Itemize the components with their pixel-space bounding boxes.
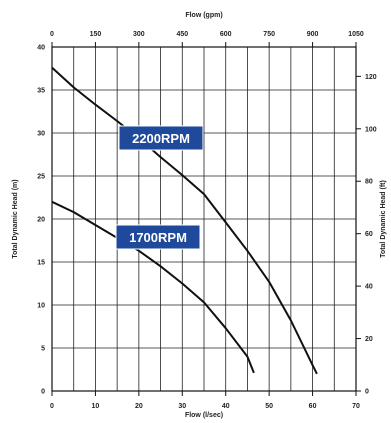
series-line-2200rpm bbox=[51, 66, 318, 375]
x-tick-label: 30 bbox=[178, 403, 186, 410]
y-tick-label: 0 bbox=[41, 389, 45, 396]
y-tick-label: 40 bbox=[37, 45, 45, 52]
x-tick-label: 10 bbox=[92, 403, 100, 410]
x-tick-label: 20 bbox=[135, 403, 143, 410]
curve-labels: 2200RPM 1700RPM bbox=[115, 125, 204, 250]
y-tick-label: 30 bbox=[37, 131, 45, 138]
x2-tick-label: 900 bbox=[307, 31, 319, 38]
y2-tick-label: 0 bbox=[365, 389, 369, 396]
x2-tick-label: 150 bbox=[90, 31, 102, 38]
x2-tick-label: 1050 bbox=[348, 31, 364, 38]
y-axis-title: Total Dynamic Head (m) bbox=[12, 179, 19, 258]
series-layer bbox=[51, 66, 318, 375]
y2-tick-label: 20 bbox=[365, 336, 373, 343]
y-tick-label: 5 bbox=[41, 346, 45, 353]
series-line-1700rpm bbox=[51, 200, 255, 374]
x2-tick-label: 300 bbox=[133, 31, 145, 38]
grid bbox=[51, 46, 357, 392]
y-tick-label: 10 bbox=[37, 303, 45, 310]
x2-axis-title: Flow (gpm) bbox=[185, 12, 222, 19]
curve-label-box bbox=[118, 125, 204, 151]
x-tick-label: 40 bbox=[222, 403, 230, 410]
y-tick-label: 25 bbox=[37, 174, 45, 181]
x-tick-label: 50 bbox=[265, 403, 273, 410]
y-tick-label: 15 bbox=[37, 260, 45, 267]
y2-tick-label: 40 bbox=[365, 284, 373, 291]
x2-tick-label: 750 bbox=[263, 31, 275, 38]
curve-label-text: 2200RPM bbox=[132, 131, 190, 146]
y2-axis-title: Total Dynamic Head (ft) bbox=[380, 180, 387, 258]
x-tick-label: 0 bbox=[50, 403, 54, 410]
y-tick-label: 35 bbox=[37, 88, 45, 95]
x2-tick-label: 450 bbox=[176, 31, 188, 38]
y2-tick-label: 120 bbox=[365, 74, 377, 81]
x-tick-label: 70 bbox=[352, 403, 360, 410]
x-tick-label: 60 bbox=[309, 403, 317, 410]
x-axis-title: Flow (l/sec) bbox=[185, 412, 223, 419]
tick-labels: 0 10 20 30 40 50 60 70 0 5 10 15 20 25 30 35 40 0 150 300 45… bbox=[37, 31, 377, 410]
y2-tick-label: 80 bbox=[365, 179, 373, 186]
x2-tick-label: 0 bbox=[50, 31, 54, 38]
y-tick-label: 20 bbox=[37, 217, 45, 224]
curve-label-text: 1700RPM bbox=[129, 230, 187, 245]
y2-tick-label: 60 bbox=[365, 231, 373, 238]
y2-tick-label: 100 bbox=[365, 126, 377, 133]
x2-tick-label: 600 bbox=[220, 31, 232, 38]
plot-frame bbox=[51, 46, 357, 392]
curve-label-box bbox=[115, 224, 201, 250]
